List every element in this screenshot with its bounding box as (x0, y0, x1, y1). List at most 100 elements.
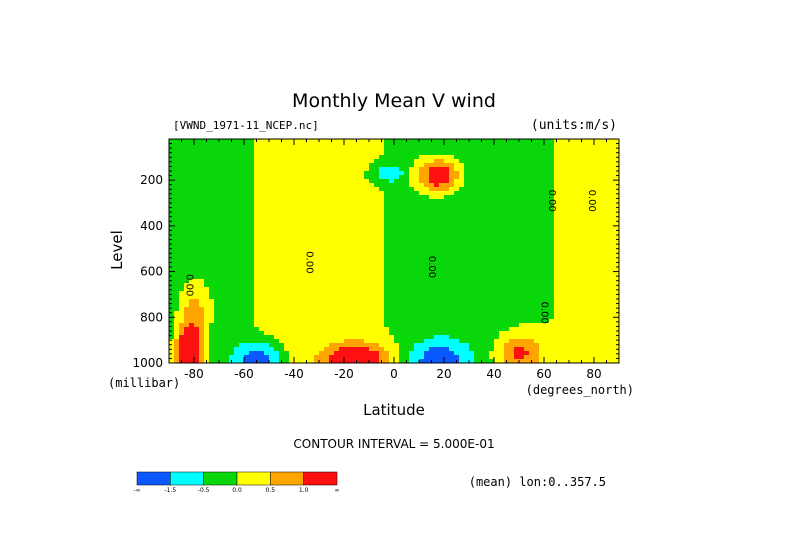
contour-cell (259, 327, 265, 332)
contour-cell (514, 319, 520, 324)
contour-cell (574, 147, 580, 152)
contour-cell (499, 283, 505, 288)
contour-cell (184, 159, 190, 164)
contour-cell (369, 251, 375, 256)
contour-cell (294, 263, 300, 268)
contour-cell (334, 239, 340, 244)
contour-cell (344, 291, 350, 296)
contour-cell (534, 311, 540, 316)
contour-cell (599, 307, 605, 312)
contour-cell (594, 319, 600, 324)
contour-cell (384, 247, 390, 252)
contour-cell (369, 327, 375, 332)
contour-cell (489, 271, 495, 276)
contour-cell (519, 355, 525, 360)
contour-cell (224, 359, 230, 363)
contour-cell (519, 215, 525, 220)
contour-cell (234, 215, 240, 220)
contour-cell (414, 351, 420, 356)
contour-cell (279, 231, 285, 236)
contour-cell (184, 199, 190, 204)
contour-cell (169, 163, 175, 168)
contour-cell (369, 171, 375, 176)
contour-cell (379, 151, 385, 156)
contour-cell (404, 171, 410, 176)
contour-cell (399, 207, 405, 212)
contour-cell (489, 335, 495, 340)
contour-cell (294, 203, 300, 208)
contour-cell (509, 335, 515, 340)
contour-cell (299, 355, 305, 360)
contour-cell (424, 195, 430, 200)
contour-cell (529, 343, 535, 348)
contour-cell (454, 323, 460, 328)
contour-cell (599, 323, 605, 328)
contour-cell (299, 279, 305, 284)
contour-cell (194, 275, 200, 280)
contour-cell (304, 159, 310, 164)
contour-cell (264, 307, 270, 312)
contour-cell (324, 295, 330, 300)
contour-cell (554, 215, 560, 220)
contour-cell (439, 235, 445, 240)
contour-cell (579, 267, 585, 272)
contour-cell (604, 247, 610, 252)
contour-cell (499, 287, 505, 292)
contour-cell (269, 211, 275, 216)
contour-cell (489, 355, 495, 360)
contour-cell (259, 183, 265, 188)
contour-cell (359, 359, 365, 363)
contour-cell (569, 303, 575, 308)
contour-cell (579, 283, 585, 288)
contour-cell (214, 299, 220, 304)
contour-cell (444, 271, 450, 276)
contour-cell (259, 359, 265, 363)
contour-cell (484, 355, 490, 360)
contour-cell (194, 211, 200, 216)
contour-cell (544, 219, 550, 224)
contour-cell (289, 203, 295, 208)
contour-cell (304, 175, 310, 180)
contour-cell (484, 351, 490, 356)
contour-cell (444, 255, 450, 260)
contour-cell (519, 235, 525, 240)
contour-cell (354, 259, 360, 264)
contour-cell (219, 207, 225, 212)
contour-cell (239, 247, 245, 252)
contour-cell (609, 251, 615, 256)
contour-cell (284, 195, 290, 200)
contour-cell (599, 347, 605, 352)
contour-cell (399, 279, 405, 284)
contour-cell (564, 279, 570, 284)
contour-cell (479, 343, 485, 348)
contour-cell (549, 239, 555, 244)
contour-cell (174, 291, 180, 296)
contour-cell (239, 239, 245, 244)
contour-cell (239, 359, 245, 363)
contour-cell (559, 231, 565, 236)
contour-cell (179, 151, 185, 156)
contour-cell (314, 283, 320, 288)
contour-cell (204, 175, 210, 180)
contour-cell (254, 327, 260, 332)
contour-cell (354, 267, 360, 272)
contour-cell (544, 183, 550, 188)
contour-cell (234, 287, 240, 292)
contour-cell (459, 191, 465, 196)
contour-cell (319, 163, 325, 168)
contour-cell (524, 247, 530, 252)
contour-cell (169, 139, 175, 144)
contour-cell (369, 195, 375, 200)
contour-cell (529, 243, 535, 248)
contour-cell (594, 207, 600, 212)
contour-cell (184, 211, 190, 216)
contour-cell (479, 331, 485, 336)
contour-cell (264, 139, 270, 144)
contour-cell (174, 219, 180, 224)
contour-cell (304, 355, 310, 360)
contour-cell (604, 171, 610, 176)
contour-cell (314, 183, 320, 188)
contour-cell (384, 167, 390, 172)
contour-cell (284, 215, 290, 220)
contour-cell (399, 159, 405, 164)
